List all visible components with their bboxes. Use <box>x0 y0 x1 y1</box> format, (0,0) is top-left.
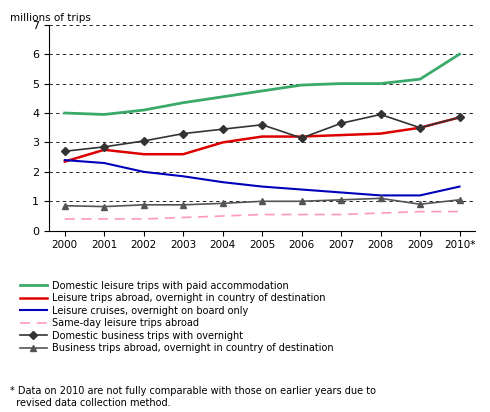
Text: * Data on 2010 are not fully comparable with those on earlier years due to
  rev: * Data on 2010 are not fully comparable … <box>10 386 376 408</box>
Legend: Domestic leisure trips with paid accommodation, Leisure trips abroad, overnight : Domestic leisure trips with paid accommo… <box>20 281 334 353</box>
Text: millions of trips: millions of trips <box>10 13 91 23</box>
